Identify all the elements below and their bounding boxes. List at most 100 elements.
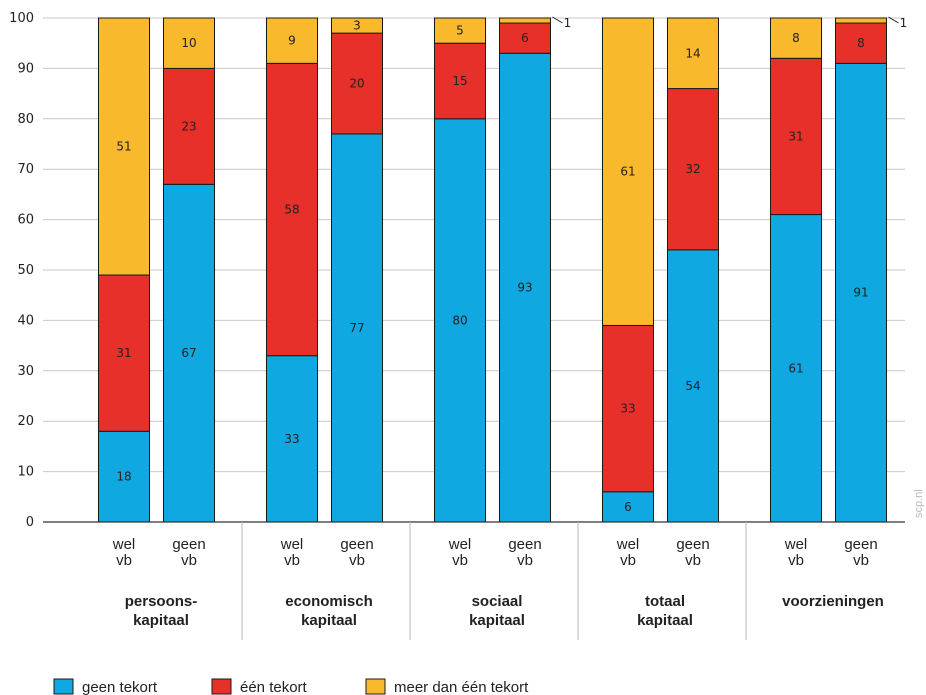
bar-segment (602, 17, 654, 326)
legend-swatch (365, 678, 386, 695)
bar-category-label: vb (181, 552, 197, 569)
bar-segment (499, 52, 551, 523)
legend-label: één tekort (240, 679, 308, 695)
group-label: economisch (285, 593, 373, 610)
data-label: 58 (284, 203, 299, 217)
bar-segment (835, 17, 887, 24)
bar-segment (98, 17, 150, 276)
y-tick-label: 40 (17, 313, 34, 328)
bar-segment (163, 183, 215, 523)
bar-category-label: vb (788, 552, 804, 569)
bar-segment (266, 17, 318, 64)
data-label: 6 (521, 31, 529, 45)
data-label: 1 (900, 16, 908, 30)
bar-segment (434, 118, 486, 523)
group-label: kapitaal (133, 612, 189, 629)
bar-segment (499, 17, 551, 24)
data-label: 8 (792, 31, 800, 45)
data-label: 10 (181, 36, 196, 50)
bar-segment (770, 214, 822, 523)
data-label: 54 (685, 379, 700, 393)
y-tick-label: 70 (17, 162, 34, 177)
data-label: 93 (517, 281, 532, 295)
bar-category-label: geen (172, 536, 205, 553)
y-tick-label: 0 (26, 515, 34, 530)
data-label: 31 (116, 346, 131, 360)
bar-segment (266, 355, 318, 523)
data-label: 91 (853, 286, 868, 300)
bar-segment (98, 274, 150, 432)
y-tick-label: 90 (17, 61, 34, 76)
data-label: 31 (788, 129, 803, 143)
bar-segment (770, 17, 822, 59)
y-tick-label: 30 (17, 364, 34, 379)
bar-category-label: geen (340, 536, 373, 553)
data-label: 8 (857, 36, 865, 50)
data-label: 5 (456, 24, 464, 38)
bar-category-label: wel (112, 536, 136, 553)
data-label: 1 (564, 16, 572, 30)
data-label: 33 (284, 432, 299, 446)
data-label: 6 (624, 500, 632, 514)
group-label: kapitaal (469, 612, 525, 629)
group-label: kapitaal (301, 612, 357, 629)
y-tick-label: 10 (17, 465, 34, 480)
y-tick-label: 50 (17, 263, 34, 278)
bar-category-label: wel (784, 536, 808, 553)
data-label: 33 (620, 402, 635, 416)
data-label: 32 (685, 162, 700, 176)
bar-category-label: vb (685, 552, 701, 569)
group-label: sociaal (472, 593, 523, 610)
legend-label: geen tekort (82, 679, 158, 695)
data-label: 51 (116, 140, 131, 154)
bar-segment (163, 17, 215, 69)
y-tick-label: 60 (17, 213, 34, 228)
data-label: 14 (685, 46, 700, 60)
bar-segment (499, 22, 551, 54)
bar-segment (331, 133, 383, 523)
bar-category-label: wel (616, 536, 640, 553)
legend: geen tekort één tekort meer dan één tekort (53, 678, 529, 695)
data-label: 15 (452, 74, 467, 88)
bar-segment (434, 42, 486, 120)
legend-swatch (211, 678, 232, 695)
bar-segment (266, 62, 318, 357)
data-label: 18 (116, 470, 131, 484)
bar-segment (667, 17, 719, 90)
bar-category-label: vb (853, 552, 869, 569)
group-label: persoons- (125, 593, 198, 610)
source-watermark: scp.nl (913, 489, 925, 518)
group-label: totaal (645, 593, 685, 610)
bar-segment (835, 22, 887, 64)
label-leader-line (888, 16, 899, 24)
y-tick-label: 80 (17, 112, 34, 127)
bar-category-label: vb (452, 552, 468, 569)
y-tick-label: 20 (17, 414, 34, 429)
data-label: 23 (181, 119, 196, 133)
axes (43, 521, 905, 640)
bar-segment (667, 249, 719, 523)
bar-segment (835, 62, 887, 523)
data-label: 67 (181, 346, 196, 360)
bar-category-label: wel (280, 536, 304, 553)
data-label: 20 (349, 77, 364, 91)
legend-label: meer dan één tekort (394, 679, 529, 695)
bar-category-label: geen (508, 536, 541, 553)
bar-segment (163, 67, 215, 185)
group-label: kapitaal (637, 612, 693, 629)
data-label: 61 (620, 165, 635, 179)
bar-category-label: vb (284, 552, 300, 569)
bar-category-label: geen (676, 536, 709, 553)
label-leader-line (552, 16, 563, 24)
y-tick-label: 100 (9, 11, 34, 26)
bar-category-label: geen (844, 536, 877, 553)
data-label: 61 (788, 361, 803, 375)
legend-swatch (53, 678, 74, 695)
bar-segment (602, 324, 654, 493)
bars: 1831516723103358977203801559361633615432… (98, 16, 908, 523)
group-label: voorzieningen (782, 593, 884, 610)
bar-segment (331, 32, 383, 135)
x-axis-labels: welvbgeenvbpersoons-kapitaalwelvbgeenvbe… (112, 536, 884, 629)
data-label: 9 (288, 34, 296, 48)
